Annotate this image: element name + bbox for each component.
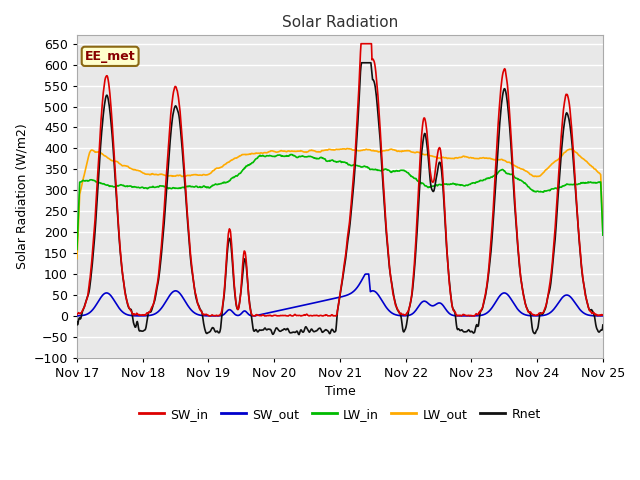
Line: SW_out: SW_out xyxy=(77,274,603,316)
LW_out xyxy=(599,229,607,235)
Y-axis label: Solar Radiation (W/m2): Solar Radiation (W/m2) xyxy=(15,124,28,269)
Rnet xyxy=(384,247,392,253)
LW_out xyxy=(383,147,391,153)
LW_in xyxy=(99,181,106,187)
SW_in xyxy=(384,246,392,252)
SW_out xyxy=(599,313,607,319)
X-axis label: Time: Time xyxy=(324,385,355,398)
SW_in xyxy=(292,312,300,318)
LW_in xyxy=(383,167,391,173)
SW_out xyxy=(99,293,106,299)
LW_in xyxy=(73,247,81,252)
LW_out xyxy=(344,145,352,151)
Rnet xyxy=(599,322,607,328)
Line: SW_in: SW_in xyxy=(77,44,603,316)
Rnet xyxy=(358,60,365,66)
Title: Solar Radiation: Solar Radiation xyxy=(282,15,398,30)
SW_out xyxy=(574,304,582,310)
LW_out xyxy=(582,158,589,164)
Rnet xyxy=(295,332,303,337)
SW_out xyxy=(171,288,179,294)
SW_in xyxy=(574,216,582,222)
Line: Rnet: Rnet xyxy=(77,63,603,335)
SW_in xyxy=(73,312,81,317)
SW_in xyxy=(357,41,365,47)
LW_in xyxy=(287,152,294,157)
Rnet xyxy=(99,123,106,129)
Line: LW_in: LW_in xyxy=(77,155,603,250)
SW_out xyxy=(460,313,468,319)
LW_out xyxy=(171,173,179,179)
LW_in xyxy=(292,154,300,159)
LW_out xyxy=(73,256,81,262)
SW_in xyxy=(99,102,106,108)
LW_in xyxy=(599,232,607,238)
SW_in xyxy=(582,294,589,300)
Rnet xyxy=(574,218,582,224)
SW_out xyxy=(291,304,299,310)
Text: EE_met: EE_met xyxy=(85,50,136,63)
SW_out xyxy=(362,271,370,277)
Rnet xyxy=(582,294,589,300)
Rnet xyxy=(73,319,81,324)
LW_out xyxy=(573,150,581,156)
LW_in xyxy=(573,181,581,187)
SW_in xyxy=(171,85,179,91)
LW_in xyxy=(171,185,179,191)
SW_in xyxy=(599,312,607,318)
SW_out xyxy=(582,312,589,317)
Rnet xyxy=(171,105,179,110)
SW_out xyxy=(383,306,391,312)
SW_in xyxy=(207,313,214,319)
LW_in xyxy=(582,180,589,185)
Legend: SW_in, SW_out, LW_in, LW_out, Rnet: SW_in, SW_out, LW_in, LW_out, Rnet xyxy=(134,403,545,426)
LW_out xyxy=(99,151,106,156)
Line: LW_out: LW_out xyxy=(77,148,603,259)
SW_out xyxy=(73,313,81,319)
LW_out xyxy=(291,149,299,155)
Rnet xyxy=(291,330,299,336)
